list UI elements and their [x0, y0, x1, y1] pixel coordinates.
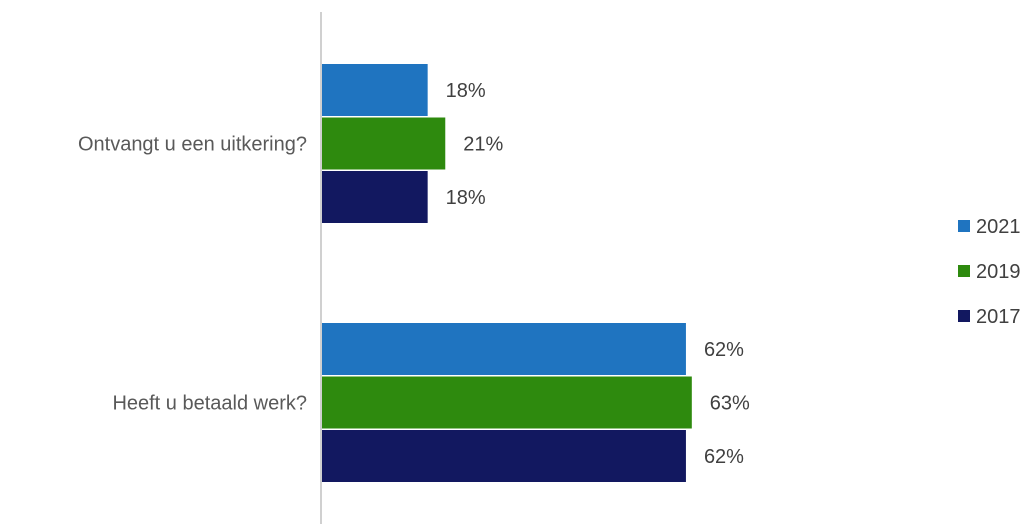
- data-labels-group: 18% 21% 18% 62% 63% 62%: [446, 80, 750, 468]
- data-label: 62%: [704, 446, 744, 468]
- data-label: 18%: [446, 187, 486, 209]
- bar-2021: [322, 64, 428, 116]
- data-label: 21%: [463, 134, 503, 156]
- bar-2019: [322, 376, 692, 429]
- data-label: 18%: [446, 80, 486, 102]
- legend-swatch: [958, 220, 970, 232]
- legend: 2021 2019 2017: [958, 216, 1021, 328]
- legend-label: 2019: [976, 261, 1021, 283]
- category-labels-group: Ontvangt u een uitkering? Heeft u betaald…: [78, 134, 307, 415]
- bars-group: [322, 64, 692, 482]
- bar-2019: [322, 117, 446, 170]
- category-label: Heeft u betaald werk?: [112, 393, 307, 415]
- data-label: 62%: [704, 339, 744, 361]
- category-label: Ontvangt u een uitkering?: [78, 134, 307, 156]
- data-label: 63%: [710, 393, 750, 415]
- bar-2021: [322, 323, 686, 375]
- bar-2017: [322, 171, 428, 223]
- legend-label: 2017: [976, 306, 1021, 328]
- legend-label: 2021: [976, 216, 1021, 238]
- bar-2017: [322, 430, 686, 482]
- legend-swatch: [958, 265, 970, 277]
- legend-swatch: [958, 310, 970, 322]
